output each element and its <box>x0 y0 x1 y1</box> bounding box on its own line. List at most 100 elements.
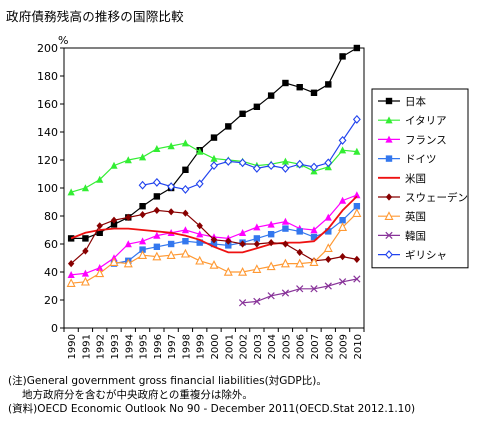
legend-label: ギリシャ <box>405 250 447 262</box>
x-tick-label: 2009 <box>339 334 350 359</box>
y-tick-label: 160 <box>37 98 58 111</box>
data-point <box>67 188 75 196</box>
x-tick-label: 1993 <box>110 334 121 359</box>
data-point <box>210 236 218 244</box>
data-point <box>139 203 146 210</box>
x-tick-label: 2000 <box>210 334 221 359</box>
data-point <box>123 258 133 268</box>
legend-marker <box>385 193 393 201</box>
data-point <box>295 258 305 268</box>
series-7 <box>66 208 362 287</box>
legend-item: 韓国 <box>378 230 426 242</box>
data-point <box>81 184 90 192</box>
note-line-2: 地方政府分を含むが中央政府との重複分は除外。 <box>22 389 253 401</box>
data-point <box>225 123 232 130</box>
legend-label: ドイツ <box>405 154 437 166</box>
data-point <box>153 193 161 200</box>
data-point <box>324 213 332 221</box>
data-point <box>238 266 248 276</box>
data-point <box>182 209 189 217</box>
data-point <box>253 235 261 242</box>
legend-marker <box>385 250 393 260</box>
data-point <box>281 163 290 173</box>
data-point <box>353 147 361 155</box>
data-point <box>96 229 103 236</box>
data-point <box>281 217 290 225</box>
data-point <box>225 237 232 245</box>
data-point <box>282 225 289 232</box>
data-point <box>196 230 204 238</box>
data-point <box>181 184 190 194</box>
y-tick-label: 0 <box>51 322 58 335</box>
data-point <box>296 248 303 256</box>
legend-label: 韓国 <box>405 230 426 242</box>
data-point <box>296 84 303 91</box>
data-point <box>167 182 176 192</box>
data-point <box>253 297 261 306</box>
legend-label: 米国 <box>405 172 426 185</box>
data-point <box>309 257 319 266</box>
legend-item: 米国 <box>378 172 426 185</box>
data-point <box>138 153 147 161</box>
legend-item: 英国 <box>378 210 426 223</box>
legend-marker <box>385 97 393 105</box>
data-point <box>353 275 361 283</box>
x-tick-label: 1997 <box>167 334 178 359</box>
data-point <box>339 217 346 224</box>
data-point <box>267 292 275 300</box>
legend-marker <box>385 116 393 124</box>
note-source: (資料)OECD Economic Outlook No 90 - Decemb… <box>8 403 416 415</box>
x-tick-label: 1991 <box>81 334 92 359</box>
legend-label: イタリア <box>405 115 447 127</box>
data-point <box>139 211 146 219</box>
data-point <box>267 161 276 171</box>
data-point <box>210 161 218 171</box>
data-point <box>210 240 218 248</box>
legend-marker <box>385 135 393 143</box>
data-point <box>252 163 261 173</box>
data-point <box>281 289 290 297</box>
legend-label: フランス <box>405 134 447 146</box>
data-point <box>182 238 189 245</box>
data-point <box>353 44 361 52</box>
data-point <box>139 246 146 253</box>
data-point <box>125 213 132 221</box>
series-6 <box>67 206 361 268</box>
series-line <box>142 119 358 191</box>
legend-label: スウェーデン <box>405 191 468 204</box>
data-point <box>209 259 219 269</box>
data-point <box>181 139 190 147</box>
data-point <box>353 203 361 210</box>
x-tick-label: 1994 <box>124 334 135 359</box>
data-point <box>339 53 346 60</box>
data-point <box>253 223 261 231</box>
data-point <box>239 110 246 117</box>
x-tick-label: 1998 <box>181 334 192 359</box>
y-tick-label: 180 <box>37 70 58 83</box>
data-point <box>267 231 275 238</box>
data-point <box>210 154 218 162</box>
data-point <box>67 271 75 278</box>
legend-item: フランス <box>378 134 447 146</box>
data-point <box>95 268 105 278</box>
data-point <box>223 266 233 276</box>
data-point <box>152 177 161 187</box>
chart-title: 政府債務残高の推移の国際比較 <box>6 9 184 24</box>
series-5 <box>70 195 358 254</box>
x-tick-label: 2005 <box>281 334 292 359</box>
data-point <box>352 208 362 217</box>
data-point <box>238 299 247 307</box>
x-tick-label: 2010 <box>353 334 364 359</box>
data-point <box>310 226 318 234</box>
data-point <box>124 156 132 164</box>
data-point <box>210 134 218 141</box>
data-point <box>352 114 361 124</box>
y-tick-label: 200 <box>37 42 58 55</box>
data-point <box>339 253 346 261</box>
x-tick-label: 1999 <box>196 334 207 359</box>
data-point <box>238 158 247 168</box>
data-point <box>138 180 147 190</box>
legend-item: イタリア <box>378 115 447 127</box>
data-point <box>225 242 232 249</box>
